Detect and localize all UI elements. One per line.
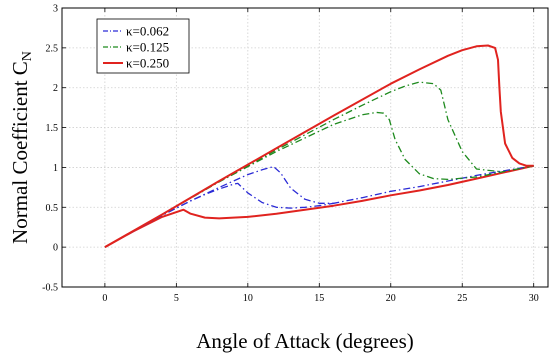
x-tick-label: 30: [529, 293, 539, 304]
legend-label-2: κ=0.125: [126, 40, 169, 55]
x-tick-label: 15: [314, 293, 324, 304]
y-tick-label: -0.5: [42, 283, 58, 294]
x-tick-label: 10: [243, 293, 253, 304]
legend-label-3: κ=0.250: [126, 56, 169, 71]
y-axis-label: Normal Coefficient CN: [8, 51, 35, 244]
y-tick-label: 0.5: [46, 203, 59, 214]
y-tick-label: 1: [53, 163, 58, 174]
x-tick-label: 5: [174, 293, 179, 304]
series-line-3: [104, 44, 534, 248]
x-tick-label: 25: [457, 293, 467, 304]
series-line-2: [104, 111, 534, 248]
axis-ticks: 0 5 10 15 20 25 30 -0.5 0 0.5 1 1.5 2 2.5 3: [42, 4, 548, 304]
x-axis-label: Angle of Attack (degrees): [196, 329, 414, 353]
series-lines: [104, 44, 534, 248]
y-tick-label: 0: [53, 243, 58, 254]
y-tick-label: 3: [53, 4, 58, 15]
series-line-1: [104, 165, 534, 248]
y-tick-label: 1.5: [46, 123, 59, 134]
plot-frame: [61, 7, 549, 288]
y-axis-label-main: Normal Coefficient C: [8, 61, 32, 244]
legend-label-1: κ=0.062: [126, 24, 169, 39]
series-branch-line: [104, 81, 534, 248]
series-branch-line: [104, 182, 334, 248]
x-tick-label: 0: [102, 293, 107, 304]
y-tick-label: 2: [53, 83, 58, 94]
y-axis-label-subscript: N: [20, 51, 35, 61]
y-tick-label: 2.5: [46, 43, 59, 54]
x-tick-label: 20: [386, 293, 396, 304]
series-branch-line: [104, 164, 534, 248]
